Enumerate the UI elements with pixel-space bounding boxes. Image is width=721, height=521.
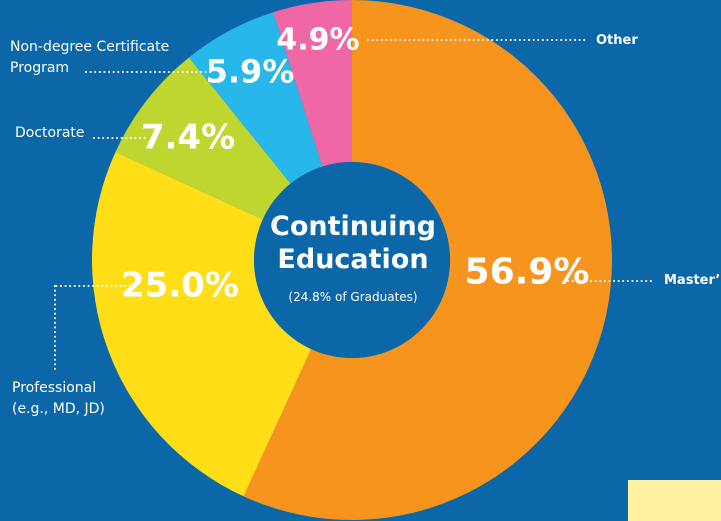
chart-title: Continuing Education	[270, 211, 436, 275]
data-label: 4.9%	[276, 22, 360, 58]
category-label: Master’s	[664, 273, 721, 288]
donut-segment	[273, 0, 352, 167]
chart-subtitle: (24.8% of Graduates)	[288, 290, 418, 304]
category-label: Other	[596, 33, 638, 48]
donut-segment	[188, 12, 323, 184]
donut-segment	[92, 151, 312, 497]
data-label: 7.4%	[140, 117, 236, 158]
data-label: 56.9%	[464, 251, 590, 293]
data-label: 5.9%	[205, 52, 295, 91]
donut-segment	[115, 57, 291, 220]
category-label: Non-degree Certificate Program	[10, 39, 170, 76]
data-label: 25.0%	[121, 265, 239, 306]
category-label: Doctorate	[15, 125, 85, 141]
category-label: Professional (e.g., MD, JD)	[12, 380, 105, 417]
donut-segment	[243, 0, 612, 520]
donut-hole	[254, 162, 450, 358]
corner-box	[628, 480, 721, 521]
